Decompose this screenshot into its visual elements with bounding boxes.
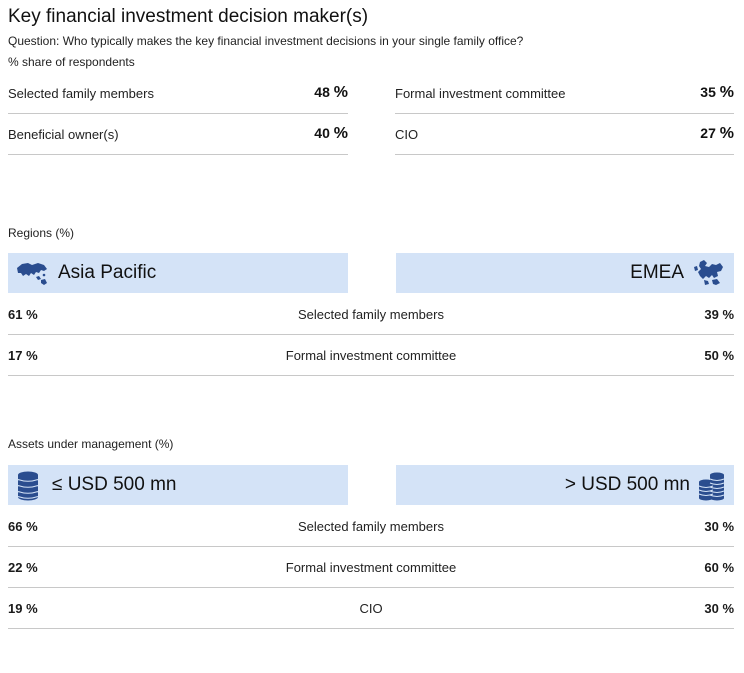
emea-label: EMEA [630,262,684,283]
overall-item-value: 48 % [314,84,348,101]
coin-stack-large-icon [696,470,726,501]
aum-row: 66 % Selected family members 30 % [8,506,734,547]
aum-row-label: Selected family members [298,518,444,534]
overall-item-label: Beneficial owner(s) [8,126,119,142]
asia-pacific-banner: Asia Pacific [8,253,348,293]
region-row: 61 % Selected family members 39 % [8,294,734,335]
aum-small-banner: ≤ USD 500 mn [8,465,348,505]
chart-title: Key financial investment decision maker(… [8,6,369,27]
overall-item-value: 35 % [700,84,734,101]
overall-item: CIO 27 % [395,114,734,155]
aum-small-label: ≤ USD 500 mn [52,474,177,495]
overall-item: Selected family members 48 % [8,73,348,114]
aum-row: 22 % Formal investment committee 60 % [8,547,734,588]
overall-item: Formal investment committee 35 % [395,73,734,114]
overall-item-value: 40 % [314,125,348,142]
asia-map-icon [14,258,50,288]
aum-row: 19 % CIO 30 % [8,588,734,629]
overall-item: Beneficial owner(s) 40 % [8,114,348,155]
aum-large-value: 30 % [704,600,734,616]
overall-item-label: Formal investment committee [395,85,566,101]
aum-row-label: CIO [359,600,383,616]
emea-value: 39 % [704,306,734,322]
regions-section-label: Regions (%) [8,226,75,240]
asia-pacific-value: 61 % [8,306,38,322]
aum-large-value: 60 % [704,559,734,575]
aum-large-value: 30 % [704,518,734,534]
overall-item-label: CIO [395,126,419,142]
aum-section-label: Assets under management (%) [8,437,174,451]
emea-value: 50 % [704,347,734,363]
aum-large-banner: > USD 500 mn [396,465,734,505]
region-row: 17 % Formal investment committee 50 % [8,335,734,376]
asia-pacific-label: Asia Pacific [58,262,157,283]
emea-banner: EMEA [396,253,734,293]
region-row-label: Selected family members [298,306,444,322]
overall-item-value: 27 % [700,125,734,142]
europe-map-icon [690,258,726,288]
aum-large-label: > USD 500 mn [564,474,690,495]
aum-small-value: 22 % [8,559,38,575]
coin-stack-small-icon [14,470,44,501]
aum-small-value: 19 % [8,600,38,616]
overall-item-label: Selected family members [8,85,154,101]
chart-question: Question: Who typically makes the key fi… [8,34,524,48]
aum-small-value: 66 % [8,518,38,534]
chart-subtitle: % share of respondents [8,55,135,69]
asia-pacific-value: 17 % [8,347,38,363]
aum-row-label: Formal investment committee [285,559,457,575]
region-row-label: Formal investment committee [285,347,457,363]
